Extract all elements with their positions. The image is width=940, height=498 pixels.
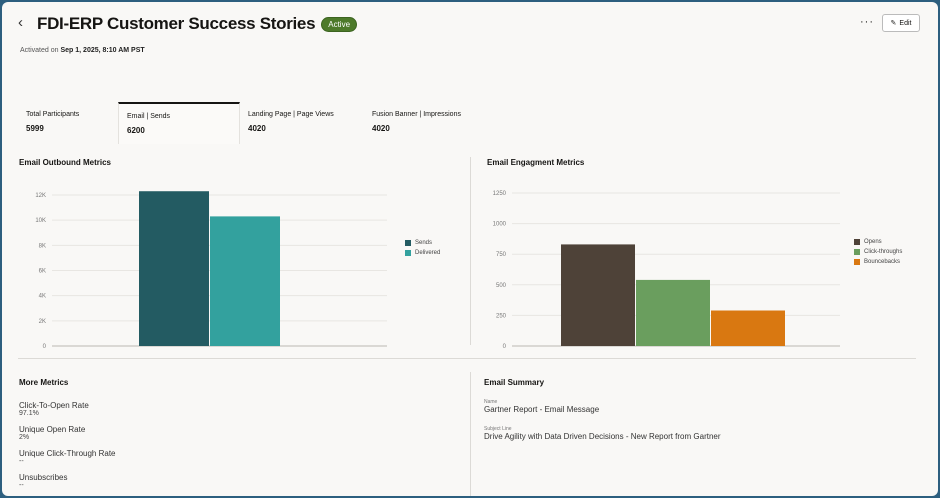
y-tick-label: 1250: [493, 191, 507, 197]
tile-label: Fusion Banner | Impressions: [372, 111, 461, 118]
y-tick-label: 2K: [39, 319, 46, 325]
metric-label: Unsubscribes: [19, 473, 68, 482]
engagement-chart-title: Email Engagment Metrics: [487, 158, 585, 167]
tile-value: 5999: [26, 124, 44, 133]
page-title: FDI-ERP Customer Success Stories: [37, 14, 316, 33]
tile-landing-page-views[interactable]: Landing Page | Page Views 4020: [240, 102, 364, 144]
y-tick-label: 250: [496, 313, 507, 319]
legend-label: Bouncebacks: [864, 259, 901, 265]
legend-item[interactable]: Sends: [405, 238, 440, 248]
activated-info: Activated on Sep 1, 2025, 8:10 AM PST: [20, 47, 145, 54]
legend-item[interactable]: Click-throughs: [854, 247, 902, 257]
metric-value: --: [19, 458, 24, 465]
tile-label: Email | Sends: [127, 113, 171, 120]
divider: [18, 358, 916, 359]
y-tick-label: 1000: [493, 222, 507, 228]
divider: [470, 372, 471, 496]
activated-date: Sep 1, 2025, 8:10 AM PST: [60, 47, 145, 54]
legend-label: Opens: [864, 239, 882, 245]
tile-fusion-banner-impressions[interactable]: Fusion Banner | Impressions 4020: [364, 102, 494, 144]
outbound-bar-chart: 0 2K 4K 6K 8K 10K 12K: [35, 191, 387, 350]
name-value: Gartner Report - Email Message: [484, 405, 600, 414]
bar-bouncebacks[interactable]: [711, 310, 785, 346]
legend-item[interactable]: Opens: [854, 237, 902, 247]
chevron-left-icon[interactable]: ‹: [18, 14, 23, 31]
metric-label: Unique Open Rate: [19, 425, 86, 434]
y-tick-label: 12K: [35, 193, 46, 199]
legend-swatch: [854, 239, 860, 245]
tile-label: Landing Page | Page Views: [248, 111, 334, 118]
legend-item[interactable]: Delivered: [405, 248, 440, 258]
legend-swatch: [854, 259, 860, 265]
y-tick-label: 8K: [39, 243, 46, 249]
tile-value: 6200: [127, 126, 145, 135]
more-metrics-section: More Metrics Click-To-Open Rate 97.1% Uni…: [19, 378, 116, 489]
y-tick-label: 750: [496, 252, 507, 258]
metric-label: Click-To-Open Rate: [19, 401, 89, 410]
outbound-chart-title: Email Outbound Metrics: [19, 158, 112, 167]
engagement-legend: Opens Click-throughs Bouncebacks: [854, 237, 902, 267]
y-tick-label: 500: [496, 283, 507, 289]
y-tick-label: 4K: [39, 294, 46, 300]
outbound-legend: Sends Delivered: [405, 238, 440, 258]
legend-swatch: [405, 250, 411, 256]
engagement-bar-chart: 0 250 500 750 1000 1250: [493, 191, 840, 350]
legend-label: Click-throughs: [864, 249, 903, 255]
bar-delivered[interactable]: [210, 216, 280, 346]
subject-label: Subject Line: [484, 426, 512, 432]
bar-sends[interactable]: [139, 191, 209, 346]
legend-label: Delivered: [415, 250, 441, 256]
tile-value: 4020: [372, 124, 390, 133]
metric-value: 2%: [19, 434, 30, 441]
email-summary-section: Email Summary Name Gartner Report - Emai…: [484, 378, 721, 441]
metric-value: --: [19, 482, 24, 489]
divider: [470, 157, 471, 345]
name-label: Name: [484, 399, 498, 405]
pencil-icon: ✎: [890, 20, 897, 27]
y-tick-label: 6K: [39, 269, 46, 275]
metric-label: Unique Click-Through Rate: [19, 449, 116, 458]
status-badge: Active: [321, 16, 358, 32]
activated-prefix: Activated on: [20, 47, 59, 54]
edit-button[interactable]: ✎ Edit: [882, 14, 920, 32]
more-actions-button[interactable]: ···: [860, 16, 874, 28]
legend-swatch: [405, 240, 411, 246]
y-tick-label: 0: [43, 344, 47, 350]
metric-value: 97.1%: [19, 410, 39, 417]
tile-total-participants[interactable]: Total Participants 5999: [18, 102, 140, 144]
tile-value: 4020: [248, 124, 266, 133]
subject-value: Drive Agility with Data Driven Decisions…: [484, 432, 721, 441]
y-tick-label: 10K: [35, 218, 46, 224]
bar-click-throughs[interactable]: [636, 279, 710, 346]
tile-label: Total Participants: [26, 111, 80, 118]
email-summary-title: Email Summary: [484, 378, 545, 387]
edit-label: Edit: [899, 19, 912, 27]
y-tick-label: 0: [503, 344, 507, 350]
more-metrics-title: More Metrics: [19, 378, 69, 387]
title-row: FDI-ERP Customer Success Stories Active: [37, 14, 358, 34]
legend-label: Sends: [415, 240, 433, 246]
legend-item[interactable]: Bouncebacks: [854, 257, 902, 267]
legend-swatch: [854, 249, 860, 255]
tile-email-sends[interactable]: Email | Sends 6200: [118, 102, 240, 144]
bar-opens[interactable]: [561, 244, 635, 346]
